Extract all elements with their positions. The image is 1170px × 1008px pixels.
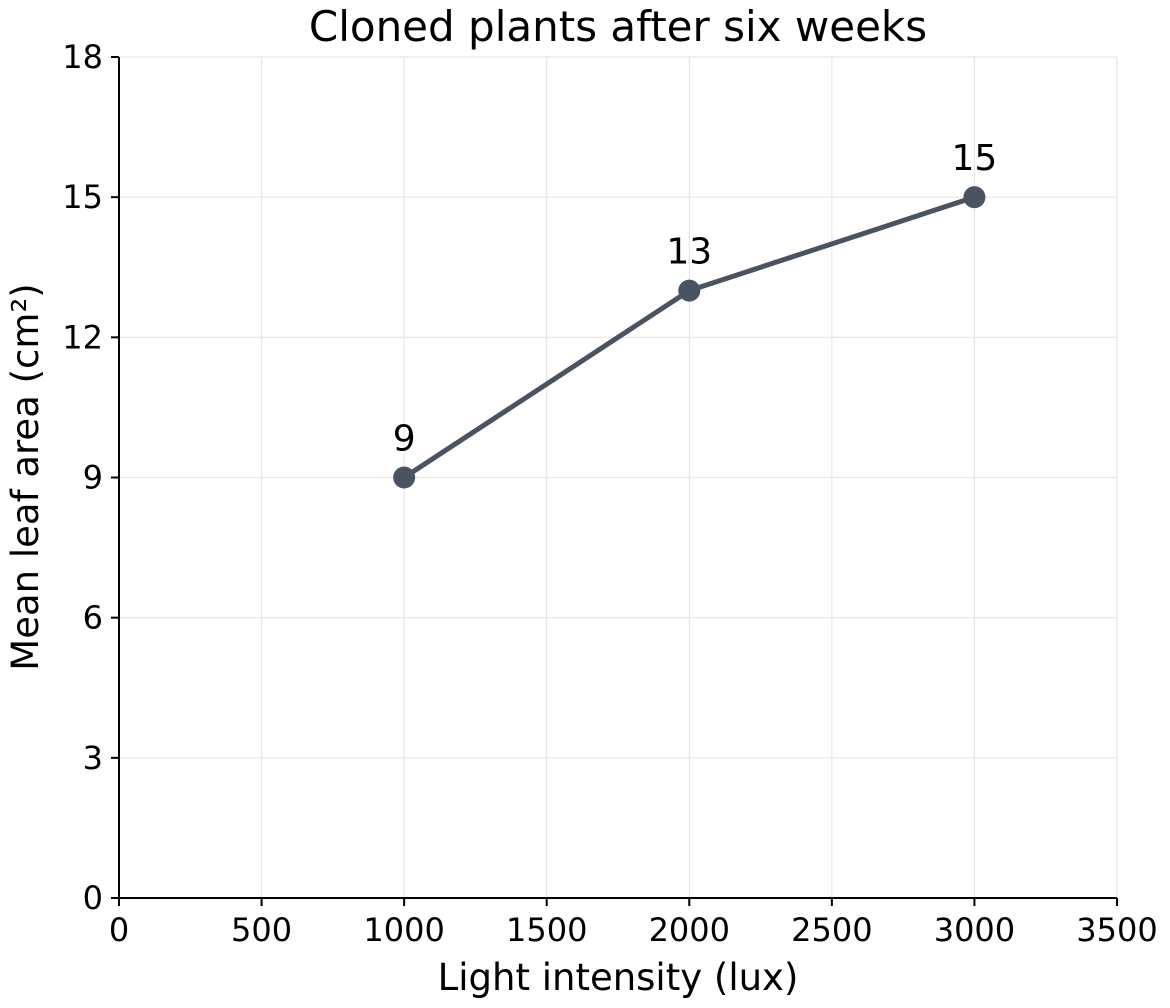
y-tick-label: 0 xyxy=(83,879,103,917)
data-point xyxy=(963,186,986,209)
x-tick-label: 1500 xyxy=(506,911,587,949)
x-axis-label: Light intensity (lux) xyxy=(438,956,799,999)
x-tick-label: 1000 xyxy=(363,911,444,949)
x-tick-label: 500 xyxy=(231,911,292,949)
x-tick-label: 0 xyxy=(109,911,129,949)
x-tick-label: 3000 xyxy=(934,911,1015,949)
x-tick-label: 3500 xyxy=(1076,911,1157,949)
y-tick-label: 6 xyxy=(83,599,103,637)
data-label: 15 xyxy=(952,138,998,179)
y-tick-label: 18 xyxy=(62,38,103,76)
grid xyxy=(118,56,1118,899)
data-point xyxy=(678,279,701,302)
x-tick-label: 2000 xyxy=(649,911,730,949)
x-tick-label: 2500 xyxy=(791,911,872,949)
data-point xyxy=(393,466,416,489)
series-group: 9 13 15 xyxy=(393,138,998,489)
y-axis-ticks: 0 3 6 9 12 15 18 xyxy=(62,38,119,917)
data-label: 9 xyxy=(393,419,416,460)
data-label: 13 xyxy=(666,232,712,273)
x-axis-ticks: 0 500 1000 1500 2000 2500 3000 3500 xyxy=(109,898,1158,949)
chart-title: Cloned plants after six weeks xyxy=(309,2,927,51)
y-tick-label: 12 xyxy=(62,318,103,356)
y-tick-label: 9 xyxy=(83,459,103,497)
y-tick-label: 15 xyxy=(62,178,103,216)
y-tick-label: 3 xyxy=(83,739,103,777)
y-axis-label: Mean leaf area (cm²) xyxy=(4,283,47,670)
